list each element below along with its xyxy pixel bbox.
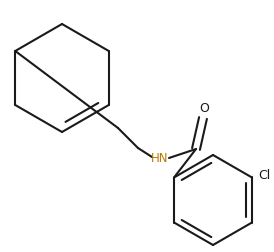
Text: HN: HN: [151, 151, 169, 165]
Text: O: O: [199, 102, 209, 114]
Text: Cl: Cl: [258, 169, 270, 182]
